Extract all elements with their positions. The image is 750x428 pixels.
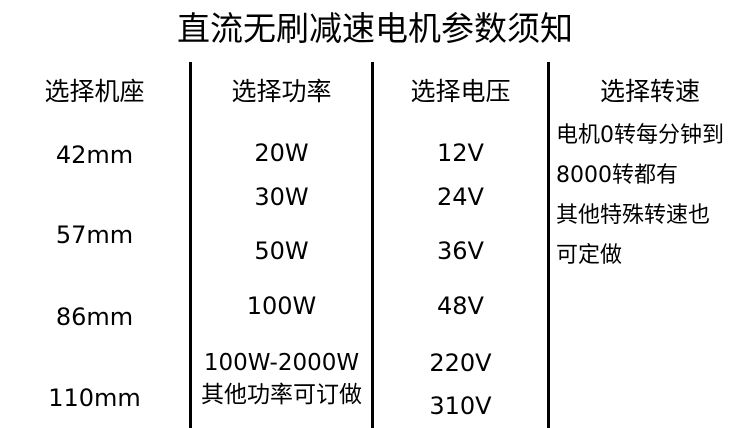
column-seat-size: 选择机座 42mm 57mm 86mm 110mm: [0, 62, 189, 428]
cell-speed-1: 8000转都有: [556, 163, 678, 188]
column-divider-3: [547, 62, 550, 428]
column-divider-1: [189, 62, 192, 428]
cell-power-4: 100W-2000W: [203, 350, 360, 376]
cell-voltage-4: 220V: [429, 349, 492, 377]
cell-speed-3: 可定做: [556, 243, 623, 268]
cell-seat-size-1: 57mm: [55, 221, 134, 249]
cell-power-5: 其他功率可订做: [201, 382, 362, 408]
column-header-voltage: 选择电压: [410, 77, 511, 106]
cell-power-3: 100W: [246, 292, 317, 320]
cell-voltage-1: 24V: [437, 183, 484, 211]
column-speed: 选择转速 电机0转每分钟到 8000转都有 其他特殊转速也 可定做: [550, 62, 750, 428]
cell-voltage-2: 36V: [437, 237, 484, 265]
cell-power-2: 50W: [254, 237, 309, 265]
cell-voltage-5: 310V: [429, 392, 492, 420]
column-header-seat-size: 选择机座: [44, 77, 145, 106]
cell-voltage-3: 48V: [437, 292, 484, 320]
column-power: 选择功率 20W 30W 50W 100W 100W-2000W 其他功率可订做: [192, 62, 371, 428]
cell-power-0: 20W: [254, 139, 309, 167]
cell-power-1: 30W: [254, 183, 309, 211]
column-voltage: 选择电压 12V 24V 36V 48V 220V 310V: [374, 62, 547, 428]
column-divider-2: [371, 62, 374, 428]
cell-seat-size-2: 86mm: [55, 303, 134, 331]
cell-speed-0: 电机0转每分钟到: [556, 123, 724, 148]
cell-seat-size-0: 42mm: [55, 141, 134, 169]
column-header-speed: 选择转速: [599, 77, 700, 106]
column-header-power: 选择功率: [231, 77, 332, 106]
cell-speed-2: 其他特殊转速也: [556, 203, 711, 228]
page-title: 直流无刷减速电机参数须知: [177, 9, 573, 48]
cell-seat-size-3: 110mm: [48, 384, 141, 412]
cell-voltage-0: 12V: [437, 139, 484, 167]
